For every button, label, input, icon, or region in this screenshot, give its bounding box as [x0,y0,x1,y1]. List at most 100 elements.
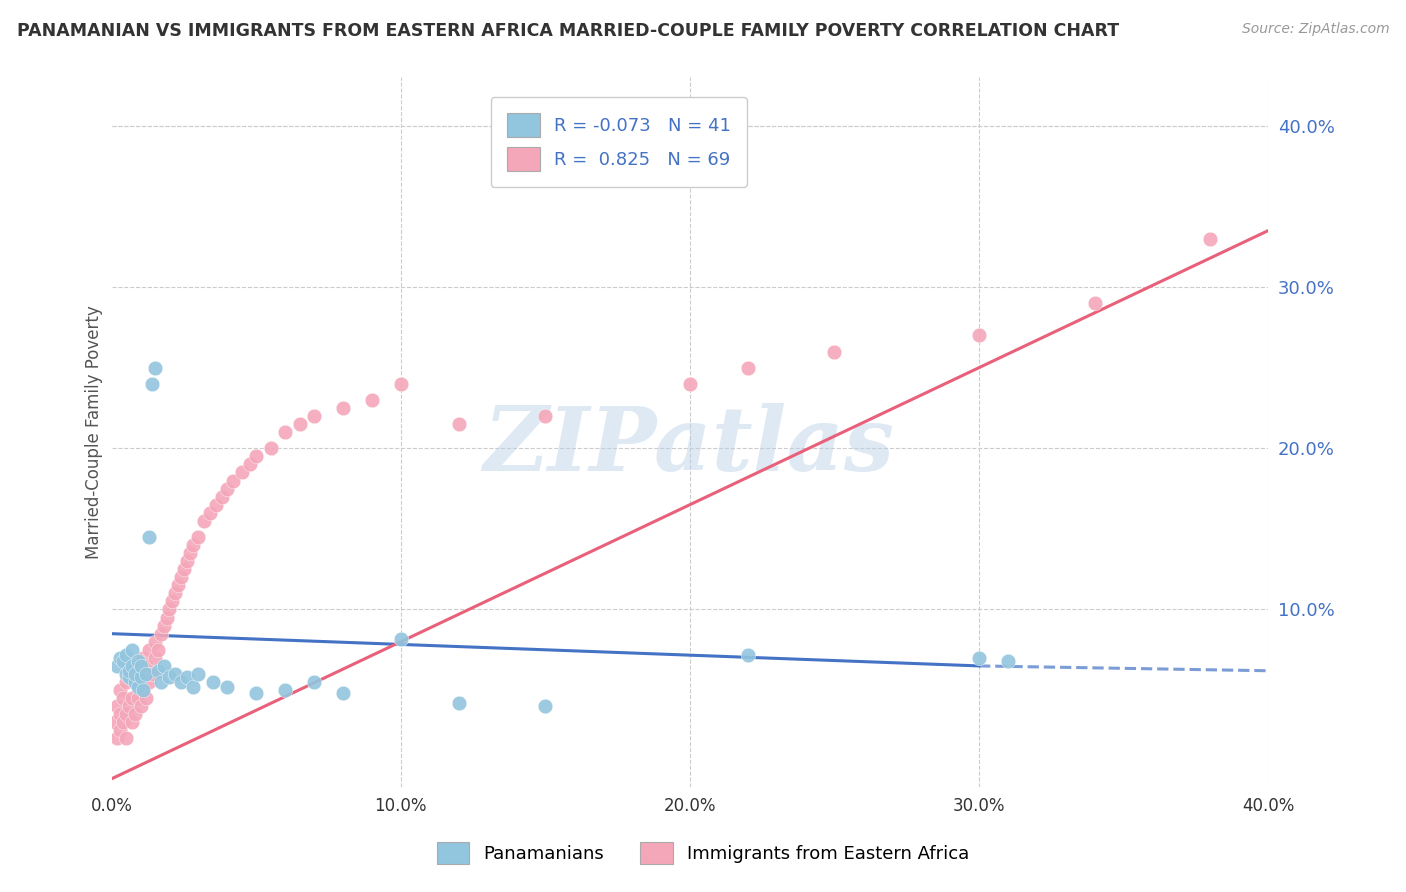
Point [967,651,990,665]
Point [107,659,129,673]
Point [332,686,354,700]
Point [129,659,152,673]
Point [107,731,129,746]
Point [181,538,204,552]
Point [211,490,233,504]
Point [152,618,174,632]
Point [127,654,149,668]
Point [198,506,221,520]
Point [135,659,157,673]
Text: PANAMANIAN VS IMMIGRANTS FROM EASTERN AFRICA MARRIED-COUPLE FAMILY POVERTY CORRE: PANAMANIAN VS IMMIGRANTS FROM EASTERN AF… [17,22,1119,40]
Legend: R = -0.073   N = 41, R =  0.825   N = 69: R = -0.073 N = 41, R = 0.825 N = 69 [491,97,747,186]
Point [222,474,245,488]
Point [112,715,135,730]
Point [159,602,181,616]
Point [118,699,141,714]
Point [152,659,174,673]
Point [967,328,990,343]
Point [135,667,157,681]
Point [110,683,132,698]
Point [112,691,135,706]
Point [173,562,195,576]
Point [181,680,204,694]
Point [187,530,209,544]
Point [121,667,143,681]
Point [115,707,138,722]
Point [239,458,262,472]
Point [260,442,283,456]
Point [288,417,311,431]
Point [167,578,190,592]
Point [115,648,138,662]
Point [389,632,412,646]
Point [115,675,138,690]
Point [103,715,125,730]
Point [115,731,138,746]
Point [129,670,152,684]
Point [121,691,143,706]
Point [121,659,143,673]
Point [193,514,215,528]
Point [146,664,169,678]
Point [143,651,166,665]
Point [121,715,143,730]
Point [132,651,155,665]
Point [127,680,149,694]
Point [110,707,132,722]
Point [115,667,138,681]
Point [217,482,239,496]
Point [146,642,169,657]
Point [118,667,141,681]
Point [302,409,325,423]
Point [332,401,354,415]
Point [231,466,253,480]
Point [824,344,846,359]
Point [121,642,143,657]
Point [679,376,702,391]
Point [997,654,1019,668]
Point [274,683,297,698]
Point [737,360,759,375]
Point [165,667,187,681]
Point [179,546,201,560]
Point [138,530,160,544]
Legend: Panamanians, Immigrants from Eastern Africa: Panamanians, Immigrants from Eastern Afr… [422,828,984,879]
Point [127,659,149,673]
Point [1199,232,1222,246]
Point [245,450,267,464]
Point [129,699,152,714]
Point [149,675,172,690]
Point [176,670,198,684]
Point [201,675,224,690]
Point [155,610,177,624]
Point [127,691,149,706]
Point [107,699,129,714]
Point [118,664,141,678]
Point [534,409,557,423]
Point [132,683,155,698]
Point [165,586,187,600]
Point [110,651,132,665]
Point [124,675,146,690]
Point [138,642,160,657]
Point [170,675,193,690]
Point [132,683,155,698]
Y-axis label: Married-Couple Family Poverty: Married-Couple Family Poverty [86,305,103,559]
Point [124,707,146,722]
Point [360,392,382,407]
Text: ZIPatlas: ZIPatlas [485,403,896,490]
Point [141,376,163,391]
Point [159,670,181,684]
Point [135,691,157,706]
Point [112,654,135,668]
Point [1084,296,1107,310]
Point [534,699,557,714]
Point [149,626,172,640]
Point [302,675,325,690]
Point [447,417,470,431]
Point [118,670,141,684]
Point [447,696,470,710]
Point [217,680,239,694]
Point [124,667,146,681]
Point [143,634,166,648]
